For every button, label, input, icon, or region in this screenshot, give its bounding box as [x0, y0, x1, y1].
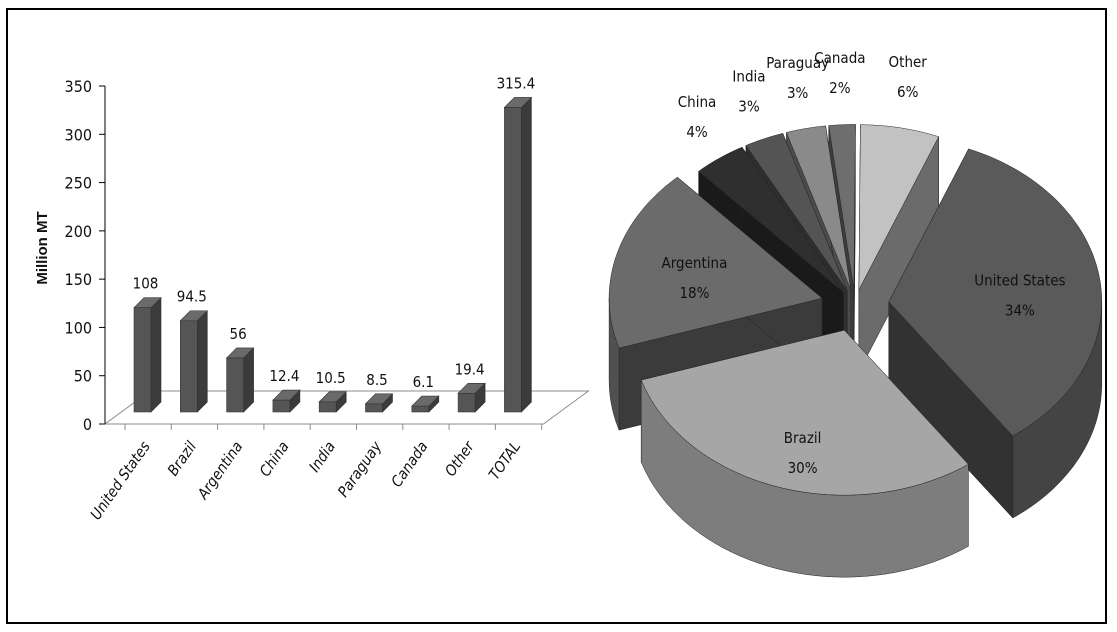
- pie-slice: [640, 329, 969, 496]
- pie-label-name: United States: [974, 272, 1065, 290]
- pie-label-name: Brazil: [784, 429, 822, 447]
- bar-top: [272, 389, 301, 401]
- pie-label-name: Other: [889, 53, 928, 71]
- pie-label: Brazil 30%: [784, 429, 822, 477]
- bar-top: [411, 395, 440, 407]
- bar-data-label: 12.4: [269, 367, 299, 385]
- pie-label: Paraguay 3%: [766, 54, 829, 102]
- pie-label-pct: 30%: [788, 459, 818, 477]
- bar-data-label: 10.5: [316, 369, 346, 387]
- x-category-label: India: [305, 438, 339, 475]
- y-tick-label: 150: [65, 270, 92, 289]
- y-axis-label: Million MT: [34, 211, 51, 284]
- pie-label: Canada 2%: [814, 49, 865, 97]
- bar-top: [133, 297, 162, 309]
- bar-front: [365, 403, 383, 413]
- bar: [457, 382, 486, 413]
- y-tick-label: 350: [65, 77, 92, 96]
- bar-front: [318, 401, 337, 413]
- pie-slice-side: [640, 329, 969, 578]
- bar-front: [504, 107, 522, 413]
- bar-top: [503, 97, 533, 108]
- y-tick-label: 100: [65, 318, 92, 337]
- pie-label-pct: 34%: [1005, 302, 1035, 320]
- pie-label: India 3%: [732, 68, 765, 116]
- pie-label-name: India: [732, 68, 765, 86]
- bar-front: [133, 307, 152, 413]
- pie-label-name: Paraguay: [766, 54, 829, 72]
- pie-chart: United States 34% Brazil 30% Argentina 18% Chi…: [608, 49, 1103, 578]
- pie-slice: [698, 146, 844, 293]
- x-category-label: Argentina: [193, 438, 246, 503]
- bar-front: [411, 405, 430, 413]
- bar-data-label: 315.4: [497, 74, 536, 92]
- bar-top: [318, 391, 347, 403]
- bar-front: [457, 392, 476, 413]
- x-category-label: Canada: [387, 438, 431, 490]
- pie-label-pct: 2%: [829, 79, 851, 97]
- bar: [272, 389, 301, 413]
- pie-label-pct: 6%: [897, 83, 919, 101]
- pie-slice: [888, 148, 1102, 437]
- x-category-label: United States: [87, 438, 154, 523]
- pie-slice: [858, 124, 940, 290]
- pie-slice: [786, 125, 852, 290]
- pie-label-pct: 4%: [686, 123, 708, 141]
- y-tick-label: 200: [65, 222, 92, 241]
- pie-label-name: Canada: [814, 49, 865, 67]
- y-tick-label: 0: [83, 415, 92, 434]
- bar-top: [179, 310, 209, 322]
- pie-label: Other 6%: [889, 53, 928, 101]
- bar-top: [225, 347, 255, 359]
- x-category-label: Other: [441, 437, 479, 480]
- bar-side: [150, 296, 162, 413]
- bar-side: [243, 347, 254, 413]
- y-tick-label: 50: [74, 367, 92, 386]
- pie-label-pct: 3%: [738, 98, 760, 116]
- bar-side: [197, 310, 208, 413]
- pie-label-pct: 3%: [787, 84, 809, 102]
- x-category-label: TOTAL: [485, 438, 524, 483]
- bar-top: [457, 382, 486, 394]
- x-category-label: Paraguay: [334, 437, 386, 500]
- bar-front: [226, 357, 244, 413]
- bar: [179, 310, 209, 413]
- bar-data-label: 94.5: [177, 288, 207, 306]
- x-category-label: China: [256, 438, 293, 480]
- bar: [411, 395, 440, 413]
- pie-slice: [745, 133, 848, 291]
- pie-slice-side: [888, 148, 1103, 519]
- bar: [133, 296, 162, 413]
- pie-label-name: Argentina: [662, 254, 728, 272]
- bar-front: [180, 320, 198, 413]
- y-tick-label: 250: [65, 174, 92, 193]
- pie-label: Argentina 18%: [662, 254, 728, 302]
- bar-data-label: 6.1: [413, 373, 434, 391]
- pie-label: United States 34%: [974, 272, 1065, 320]
- x-category-label: Brazil: [164, 438, 200, 479]
- bar: [225, 347, 255, 413]
- bar: [364, 393, 394, 413]
- pie-slice: [608, 176, 823, 349]
- y-tick-label: 300: [65, 125, 92, 144]
- bar-data-label: 56: [230, 325, 247, 343]
- bar-top: [364, 393, 394, 405]
- bar-side: [521, 96, 532, 413]
- bar: [318, 391, 347, 413]
- pie-slice: [828, 124, 856, 290]
- bar-front: [272, 399, 291, 413]
- bar: [503, 96, 533, 413]
- bar-chart: Million MT 0 50 100 150 200 250 300 350 108 Unit…: [34, 74, 590, 523]
- bar-data-label: 19.4: [455, 360, 485, 378]
- pie-label-pct: 18%: [679, 284, 709, 302]
- pie-label: China 4%: [678, 93, 717, 141]
- bar-data-label: 108: [133, 275, 159, 293]
- pie-label-name: China: [678, 93, 717, 111]
- bar-data-label: 8.5: [366, 371, 387, 389]
